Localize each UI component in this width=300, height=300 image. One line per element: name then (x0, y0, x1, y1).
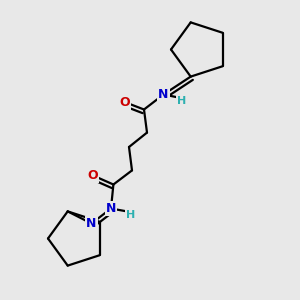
Text: O: O (88, 169, 98, 182)
Text: N: N (106, 202, 116, 215)
Text: O: O (119, 95, 130, 109)
Text: N: N (86, 217, 97, 230)
Text: N: N (158, 88, 169, 101)
Text: H: H (177, 95, 186, 106)
Text: H: H (126, 209, 135, 220)
